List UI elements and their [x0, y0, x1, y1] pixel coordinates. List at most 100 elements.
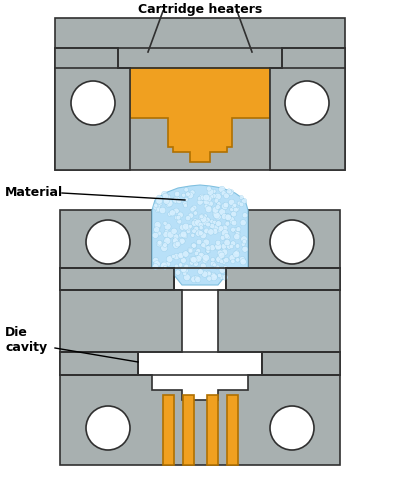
Circle shape: [163, 232, 169, 238]
Circle shape: [231, 211, 236, 217]
Circle shape: [158, 202, 162, 206]
Circle shape: [164, 238, 171, 245]
Circle shape: [230, 207, 234, 211]
Circle shape: [198, 252, 204, 259]
Circle shape: [209, 245, 215, 251]
Circle shape: [206, 197, 212, 201]
Circle shape: [175, 242, 181, 247]
Circle shape: [218, 228, 222, 233]
Circle shape: [231, 203, 236, 208]
Circle shape: [194, 275, 200, 281]
Circle shape: [198, 214, 205, 220]
Circle shape: [229, 217, 234, 222]
Circle shape: [207, 276, 212, 281]
Polygon shape: [130, 68, 270, 162]
Text: Die
cavity: Die cavity: [5, 326, 47, 354]
Circle shape: [241, 242, 245, 247]
Circle shape: [156, 207, 162, 212]
Circle shape: [220, 259, 224, 264]
Circle shape: [162, 193, 168, 199]
Circle shape: [177, 219, 182, 224]
Circle shape: [195, 258, 199, 262]
Circle shape: [242, 240, 246, 244]
Circle shape: [215, 213, 221, 220]
Circle shape: [212, 225, 218, 232]
Circle shape: [180, 224, 185, 230]
Bar: [227, 395, 238, 465]
Circle shape: [215, 204, 220, 209]
Circle shape: [188, 248, 193, 253]
Circle shape: [194, 220, 200, 226]
Circle shape: [219, 209, 226, 215]
Circle shape: [157, 240, 162, 245]
Circle shape: [190, 207, 195, 212]
Circle shape: [192, 229, 196, 234]
Bar: [207, 395, 218, 465]
Circle shape: [86, 220, 130, 264]
Circle shape: [181, 267, 186, 273]
Circle shape: [197, 197, 202, 201]
Circle shape: [224, 257, 229, 263]
Circle shape: [242, 213, 248, 218]
Circle shape: [224, 240, 230, 246]
Circle shape: [206, 186, 211, 191]
Circle shape: [190, 256, 196, 262]
Circle shape: [165, 195, 171, 200]
Circle shape: [162, 243, 167, 248]
Circle shape: [162, 261, 168, 267]
Circle shape: [224, 193, 229, 198]
Circle shape: [215, 245, 221, 250]
Circle shape: [207, 194, 213, 200]
Circle shape: [215, 243, 222, 250]
Circle shape: [160, 262, 167, 269]
Circle shape: [162, 191, 167, 197]
Polygon shape: [262, 352, 340, 375]
Circle shape: [216, 257, 221, 262]
Circle shape: [216, 221, 222, 227]
Circle shape: [184, 188, 188, 192]
Circle shape: [228, 191, 233, 196]
Circle shape: [210, 223, 215, 229]
Circle shape: [202, 254, 210, 261]
Circle shape: [233, 207, 238, 212]
Circle shape: [181, 257, 186, 263]
Circle shape: [152, 232, 158, 239]
Circle shape: [225, 221, 230, 226]
Circle shape: [198, 269, 203, 275]
Circle shape: [182, 223, 189, 230]
Circle shape: [71, 81, 115, 125]
Circle shape: [204, 198, 208, 203]
Circle shape: [199, 215, 204, 219]
Polygon shape: [138, 210, 262, 400]
Circle shape: [224, 233, 229, 239]
Circle shape: [203, 239, 210, 246]
Circle shape: [207, 271, 211, 276]
Circle shape: [202, 271, 208, 277]
Circle shape: [221, 225, 228, 232]
Circle shape: [204, 217, 210, 223]
Circle shape: [200, 195, 206, 200]
Circle shape: [173, 237, 178, 241]
Circle shape: [156, 204, 161, 209]
Circle shape: [197, 199, 203, 205]
Circle shape: [212, 189, 216, 194]
Circle shape: [212, 206, 219, 213]
Circle shape: [175, 270, 180, 275]
Circle shape: [235, 230, 240, 235]
Circle shape: [191, 220, 198, 226]
Circle shape: [208, 201, 213, 206]
Circle shape: [196, 239, 202, 245]
Circle shape: [202, 257, 208, 263]
Circle shape: [206, 246, 211, 250]
Circle shape: [239, 202, 244, 207]
Circle shape: [200, 232, 206, 239]
Circle shape: [221, 244, 227, 249]
Circle shape: [221, 249, 228, 255]
Circle shape: [183, 201, 188, 206]
Circle shape: [164, 229, 169, 234]
Circle shape: [193, 211, 198, 215]
Circle shape: [219, 186, 225, 193]
Circle shape: [218, 252, 225, 258]
FancyBboxPatch shape: [60, 210, 340, 465]
Circle shape: [223, 202, 229, 208]
